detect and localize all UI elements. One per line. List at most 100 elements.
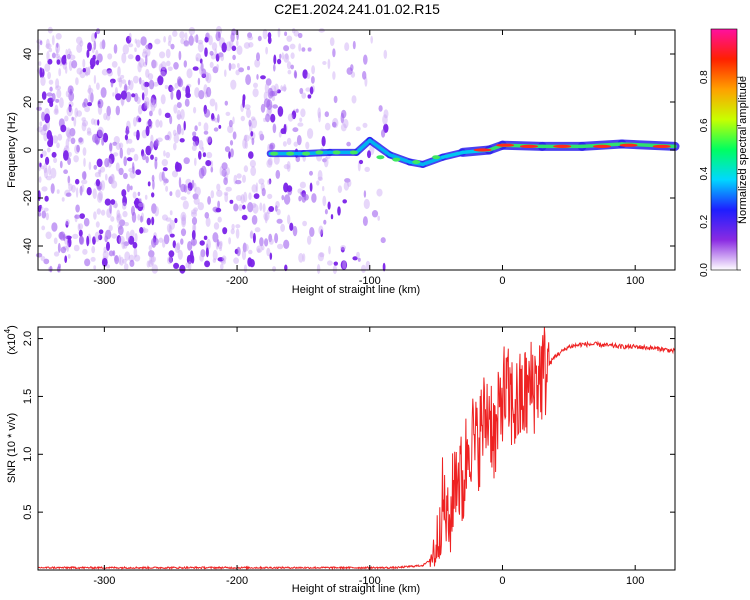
spectrogram-noise-cell xyxy=(40,153,43,158)
spectrogram-noise-cell xyxy=(89,57,96,68)
spectrogram-noise-cell xyxy=(340,260,348,270)
spectrogram-noise-cell xyxy=(79,213,85,220)
spectrogram-noise-cell xyxy=(164,112,171,119)
spectrogram-noise-cell xyxy=(104,158,110,168)
spectrogram-noise-cell xyxy=(236,246,241,257)
spectrogram-noise-cell xyxy=(322,61,327,65)
spectrogram-noise-cell xyxy=(112,250,116,257)
spectrogram-noise-cell xyxy=(246,108,251,119)
spectrogram-noise-cell xyxy=(362,216,368,227)
spectrogram-noise-cell xyxy=(108,176,113,185)
spectrogram-noise-cell xyxy=(323,156,329,168)
spectrogram-noise-cell xyxy=(252,88,259,98)
spectrogram-noise-cell xyxy=(179,31,185,39)
spectrogram-x-tick-label: -300 xyxy=(93,275,115,287)
spectrogram-noise-cell xyxy=(116,215,121,221)
spectrogram-noise-cell xyxy=(90,256,96,262)
spectrogram-noise-cell xyxy=(68,183,73,192)
spectrogram-noise-cell xyxy=(151,203,157,214)
spectrogram-noise-cell xyxy=(134,38,137,44)
spectrogram-noise-cell xyxy=(111,233,118,239)
spectrogram-noise-cell xyxy=(78,229,83,237)
spectrogram-noise-cell xyxy=(152,81,159,87)
spectrogram-noise-cell xyxy=(242,174,246,183)
spectrogram-noise-cell xyxy=(175,189,181,198)
spectrogram-noise-cell xyxy=(118,167,124,176)
spectrogram-noise-cell xyxy=(299,117,303,123)
spectrogram-noise-cell xyxy=(200,62,204,72)
snr-y-multiplier-base: (x10 xyxy=(6,333,18,354)
spectrogram-noise-cell xyxy=(232,116,235,125)
spectrogram-noise-cell xyxy=(194,125,198,132)
spectrogram-noise-cell xyxy=(95,179,101,187)
spectrogram-noise-cell xyxy=(352,40,356,50)
spectrogram-noise-cell xyxy=(198,140,204,150)
spectrogram-noise-cell xyxy=(66,106,73,117)
spectrogram-noise-cell xyxy=(306,72,311,79)
spectrogram-noise-cell xyxy=(273,64,276,72)
spectrogram-noise-cell xyxy=(98,190,103,201)
spectrogram-noise-cell xyxy=(128,79,131,86)
spectrogram-noise-cell xyxy=(253,193,260,200)
spectrogram-noise-cell xyxy=(355,126,361,132)
spectrogram-noise-layer xyxy=(35,25,389,275)
spectrogram-noise-cell xyxy=(93,164,98,170)
spectrogram-noise-cell xyxy=(238,204,244,211)
snr-y-label: SNR (10 * v/v) xyxy=(6,413,18,483)
spectrogram-noise-cell xyxy=(133,131,137,137)
spectrogram-x-tick-label: 100 xyxy=(626,275,644,287)
spectrogram-noise-cell xyxy=(121,202,127,210)
spectrogram-noise-cell xyxy=(263,91,268,101)
spectrogram-noise-cell xyxy=(242,204,246,210)
spectrogram-noise-cell xyxy=(283,123,287,135)
spectrogram-noise-cell xyxy=(115,105,121,116)
spectrogram-noise-cell xyxy=(148,259,154,268)
spectrogram-noise-cell xyxy=(160,94,166,105)
spectrogram-noise-cell xyxy=(206,151,213,159)
colorbar-tick-label: 0.4 xyxy=(699,166,710,180)
spectrogram-noise-cell xyxy=(73,155,79,163)
spectrogram-noise-cell xyxy=(212,66,219,74)
spectrogram-noise-cell xyxy=(332,71,336,80)
spectrogram-noise-cell xyxy=(157,75,164,86)
spectrogram-noise-cell xyxy=(95,221,100,228)
spectrogram-noise-cell xyxy=(164,84,169,90)
spectrogram-noise-cell xyxy=(192,135,198,142)
spectrogram-noise-cell xyxy=(298,195,302,202)
spectrogram-noise-cell xyxy=(110,80,114,88)
spectrogram-noise-cell xyxy=(279,53,282,60)
spectrogram-noise-cell xyxy=(231,223,235,230)
spectrogram-noise-cell xyxy=(68,91,75,102)
spectrogram-noise-cell xyxy=(47,58,53,65)
spectrogram-noise-cell xyxy=(243,264,248,273)
spectrogram-noise-cell xyxy=(249,159,256,168)
spectrogram-noise-cell xyxy=(198,90,205,100)
spectrogram-noise-cell xyxy=(48,165,51,176)
spectrogram-noise-cell xyxy=(141,79,146,91)
spectrogram-noise-cell xyxy=(228,237,232,245)
spectrogram-noise-cell xyxy=(272,266,277,272)
spectrogram-noise-cell xyxy=(170,43,175,50)
spectrogram-noise-cell xyxy=(298,43,302,52)
colorbar-gradient xyxy=(711,29,737,270)
spectrogram-noise-cell xyxy=(181,214,186,226)
spectrogram-noise-cell xyxy=(162,176,167,186)
spectrogram-noise-cell xyxy=(116,235,122,244)
spectrogram-noise-cell xyxy=(109,203,112,214)
spectrogram-noise-cell xyxy=(286,161,291,172)
spectrogram-noise-cell xyxy=(194,87,200,98)
spectrogram-noise-cell xyxy=(82,248,88,255)
spectrogram-noise-cell xyxy=(180,211,187,222)
spectrogram-noise-cell xyxy=(340,246,345,253)
spectrogram-noise-cell xyxy=(258,130,263,137)
spectrogram-noise-cell xyxy=(76,43,83,54)
spectrogram-noise-cell xyxy=(236,40,239,47)
spectrogram-x-tick-label: -200 xyxy=(226,275,248,287)
spectrogram-noise-cell xyxy=(266,247,271,257)
spectrogram-noise-cell xyxy=(49,86,53,92)
spectrogram-noise-cell xyxy=(210,166,214,173)
spectrogram-noise-cell xyxy=(165,217,172,222)
spectrogram-noise-cell xyxy=(197,42,204,53)
spectrogram-noise-cell xyxy=(174,243,180,254)
spectrogram-noise-cell xyxy=(147,120,153,126)
